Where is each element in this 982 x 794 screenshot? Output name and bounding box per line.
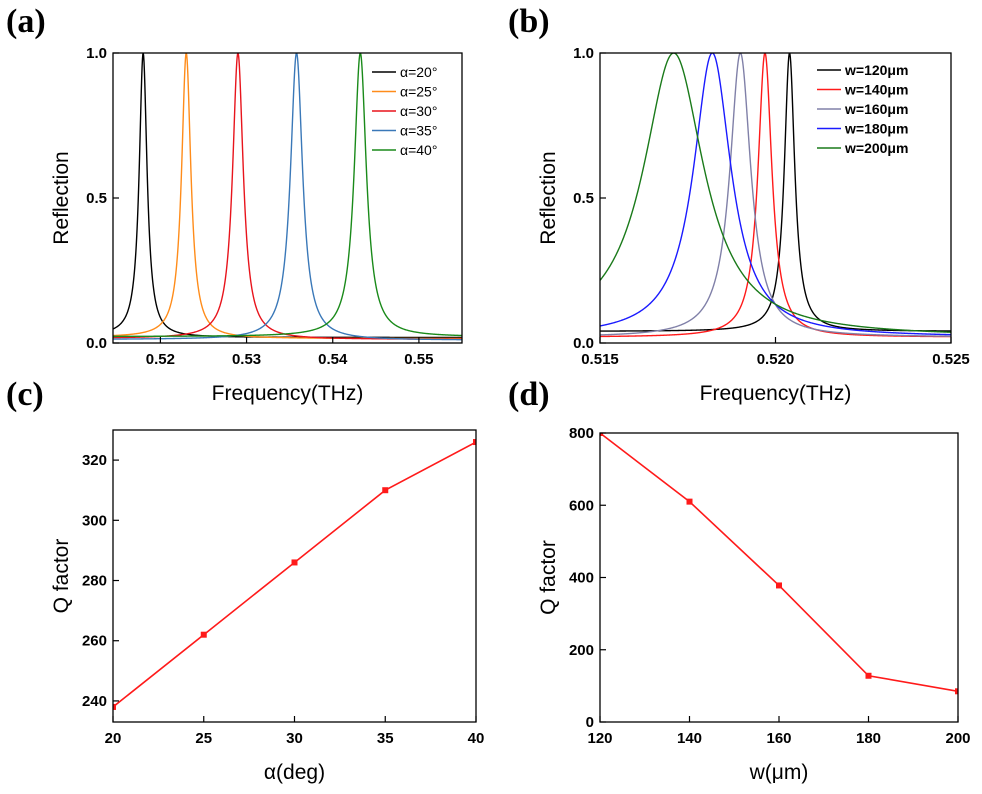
data-point-c-1 (200, 631, 207, 638)
x-tick-label-d-0: 120 (587, 730, 612, 747)
x-axis-title-d: w(μm) (749, 761, 809, 784)
data-point-d-0 (600, 433, 603, 436)
chart-d: 120 140 160 180 200 0 200 400 600 800 w(μm) Q facto… (537, 425, 971, 784)
x-axis-title-c: α(deg) (264, 761, 325, 784)
data-point-c-3 (382, 487, 389, 494)
panel-label-b: (b) (508, 3, 550, 40)
x-tick-label-d-2: 160 (766, 730, 791, 747)
y-tick-label-d-2: 400 (569, 570, 594, 587)
x-tick-label-d-3: 180 (856, 730, 881, 747)
y-tick-label-d-1: 200 (569, 642, 594, 659)
panel-label-d: (d) (508, 376, 550, 413)
data-point-c-2 (291, 559, 298, 566)
legend-label-b-0: w=120μm (844, 62, 908, 78)
y-tick-label-b-2: 1.0 (573, 45, 594, 62)
y-tick-label-b-1: 0.5 (573, 190, 594, 207)
legend-label-b-3: w=180μm (844, 121, 908, 137)
legend-label-a-2: α=30° (400, 103, 437, 119)
x-tick-label-c-1: 25 (195, 730, 212, 747)
panel-label-c: (c) (6, 376, 44, 413)
series-line-d-0 (600, 433, 958, 693)
y-axis-title-b: Reflection (537, 151, 560, 244)
x-tick-label-d-1: 140 (677, 730, 702, 747)
legend-label-b-1: w=140μm (844, 82, 908, 98)
x-axis-title-a: Frequency(THz) (212, 382, 364, 405)
data-point-c-0 (113, 703, 116, 710)
plot-frame-c (112, 429, 477, 723)
data-point-d-2 (776, 582, 782, 589)
x-tick-label-a-2: 0.54 (318, 351, 348, 368)
y-axis-title-d: Q factor (537, 540, 560, 615)
x-tick-label-d-4: 200 (945, 730, 970, 747)
x-tick-label-b-0: 0.515 (581, 351, 619, 368)
legend-label-a-3: α=35° (400, 123, 437, 139)
x-tick-label-a-1: 0.53 (232, 351, 261, 368)
x-tick-label-b-1: 0.520 (757, 351, 795, 368)
y-axis-title-c: Q factor (50, 539, 73, 614)
y-tick-label-c-3: 300 (82, 512, 107, 529)
x-tick-label-a-0: 0.52 (146, 351, 175, 368)
x-tick-label-b-2: 0.525 (932, 351, 970, 368)
series-line-c-0 (113, 441, 476, 708)
y-tick-label-d-4: 800 (569, 425, 594, 442)
y-tick-label-d-3: 600 (569, 497, 594, 514)
legend-label-b-4: w=200μm (844, 140, 908, 156)
legend-label-a-1: α=25° (400, 84, 437, 100)
legend-label-a-0: α=20° (400, 64, 437, 80)
y-tick-label-c-1: 260 (82, 633, 107, 650)
y-tick-label-a-0: 0.0 (86, 335, 107, 352)
data-point-d-3 (865, 672, 872, 679)
x-axis-title-b: Frequency(THz) (700, 382, 852, 405)
x-tick-label-c-0: 20 (105, 730, 122, 747)
plot-frame-d (599, 432, 959, 723)
y-axis-title-a: Reflection (50, 151, 73, 244)
y-tick-label-a-2: 1.0 (86, 45, 107, 62)
chart-a: 0.52 0.53 0.54 0.55 0.0 0.5 1.0 Frequency(THz) R… (50, 45, 463, 405)
x-tick-label-a-3: 0.55 (404, 351, 433, 368)
y-tick-label-d-0: 0 (586, 714, 594, 731)
data-point-d-1 (686, 498, 693, 505)
chart-c: 20 25 30 35 40 240 260 280 300 320 α(deg) Q factor (50, 429, 485, 784)
legend-label-b-2: w=160μm (844, 101, 908, 117)
data-point-d-4 (955, 688, 958, 695)
panel-label-a: (a) (6, 3, 46, 40)
y-tick-label-c-4: 320 (82, 452, 107, 469)
x-tick-label-c-3: 35 (377, 730, 394, 747)
y-tick-label-b-0: 0.0 (573, 335, 594, 352)
series-line-b-4 (600, 53, 951, 333)
legend-label-a-4: α=40° (400, 142, 437, 158)
chart-b: 0.515 0.520 0.525 0.0 0.5 1.0 Frequency(THz) Re… (537, 45, 970, 405)
series-line-a-4 (113, 53, 462, 338)
y-tick-label-c-2: 280 (82, 573, 107, 590)
x-tick-label-c-4: 40 (468, 730, 485, 747)
y-tick-label-c-0: 240 (82, 693, 107, 710)
series-line-a-3 (113, 53, 462, 341)
series-line-b-1 (600, 53, 951, 338)
data-point-c-4 (473, 439, 476, 446)
y-tick-label-a-1: 0.5 (86, 190, 107, 207)
x-tick-label-c-2: 30 (286, 730, 303, 747)
